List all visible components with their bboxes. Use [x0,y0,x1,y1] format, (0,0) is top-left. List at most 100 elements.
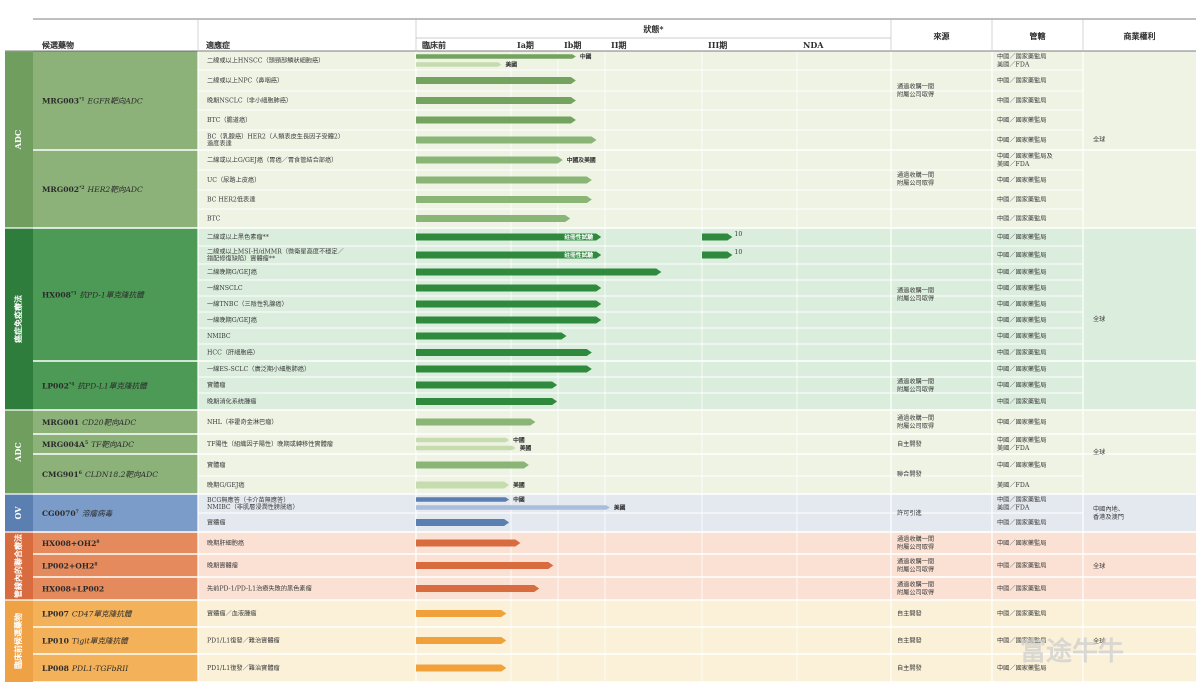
drug-name: CG00707 溶瘤病毒 [42,509,114,518]
indication-text: 晚期NSCLC（非小細胞肺癌） [207,97,292,105]
source-text: 附屬公司取得 [897,91,934,99]
phase-bar [416,445,516,451]
header-phase-4: III期 [708,40,727,50]
jurisdiction-text: 中國／國家藥監局 [997,284,1047,292]
jurisdiction-text: 美國／FDA [997,160,1030,168]
rights-text: 全球 [1093,315,1106,323]
source-text: 附屬公司取得 [897,543,934,551]
indication-text: 二線或以上黑色素瘤** [207,233,269,241]
drug-cell [33,51,198,150]
drug-row-bg [198,51,1083,150]
drug-target: 溶瘤病毒 [82,509,114,518]
drug-name: HX008+OH28 [42,539,100,548]
phase-bar [416,519,510,526]
drug-cell [33,361,198,410]
jurisdiction-text: 中國／國家藥監局 [997,539,1047,547]
jurisdiction-text: 中國／國家藥監局 [997,418,1047,426]
indication-text: HCC（肝細胞癌） [207,349,259,357]
indication-text: 實體瘤 [207,381,226,389]
indication-text: 二線或以上HNSCC（頭頸部鱗狀細胞癌） [207,57,324,65]
indication-text: 二線晚期G/GEJ癌 [207,268,257,276]
rights-cell [1083,51,1196,228]
indication-text: 晚期G/GEJ癌 [207,481,245,489]
phase-bar [416,539,521,547]
drug-name-main: MRG003 [42,97,79,106]
jurisdiction-text: 中國／國家藥監局 [997,461,1047,469]
drug-cell [33,150,198,228]
header-jurisdiction: 管轄 [1030,31,1046,41]
jurisdiction-text: 中國／國家藥監局 [997,77,1047,85]
indication-text: NMIBC（非肌層浸潤性膀胱癌） [207,503,299,511]
rights-cell [1083,532,1196,600]
drug-name-main: HX008+OH2 [42,539,96,548]
jurisdiction-text: 中國／國家藥監局 [997,196,1047,204]
phase-bar-label: 美國 [614,504,626,512]
indication-text: BC（乳腺癌）HER2（人類表皮生長因子受體2） [207,133,344,141]
header-phase-2: Ib期 [564,40,581,50]
header-candidate: 候選藥物 [42,40,74,50]
drug-row-bg [198,654,1083,682]
phase-bar [416,196,592,203]
rights-cell [1083,410,1196,494]
jurisdiction-text: 中國／國家藥監局 [997,496,1047,504]
drug-cell [33,410,198,434]
drug-name: HX008*3 抗PD-1單克隆抗體 [42,291,145,300]
drug-row-bg [198,532,1083,554]
drug-target: CD47單克隆抗體 [72,610,133,619]
indication-text: PD1/L1復發／難治實體瘤 [207,664,280,672]
header-rights: 商業權利 [1124,31,1156,41]
drug-footnote: 8 [96,539,99,545]
source-text: 附屬公司取得 [897,589,934,597]
indication-text: 一線NSCLC [207,284,243,292]
phase-bar [416,437,510,443]
phase-bar [416,505,610,510]
drug-footnote: 5 [85,440,88,446]
category-label: ADC [13,442,23,463]
phase-bar [702,233,733,241]
drug-row-bg [198,454,1083,494]
drug-name-main: CG0070 [42,509,76,518]
header-indication: 適應症 [206,40,230,50]
indication-text: PD1/L1復發／難治實體瘤 [207,637,280,645]
header-phase-0: 臨床前 [422,40,446,50]
source-text: 自主開發 [897,610,922,618]
indication-text: NHL（非霍奇金淋巴瘤） [207,418,278,426]
drug-name: LP002*4 抗PD-L1單克隆抗體 [42,382,148,391]
indication-text: 實體瘤／血液腫瘤 [207,610,257,618]
source-text: 通過收購一間 [897,83,934,91]
category-label: 癌症免疫療法 [13,295,23,343]
rights-text: 香港及澳門 [1093,513,1124,521]
header-bg [33,19,1196,51]
jurisdiction-text: 中國／國家藥監局 [997,97,1047,105]
drug-target: CD20靶向ADC [82,418,136,427]
drug-name: MRG004A5 TF靶向ADC [42,440,134,449]
jurisdiction-text: 中國／國家藥監局及 [997,152,1053,160]
phase-bar [416,664,507,672]
phase-bar [416,562,554,569]
indication-text: 一線ES-SCLC（廣泛期小細胞肺癌） [207,365,310,373]
drug-footnote: *3 [71,291,76,297]
drug-cell [33,434,198,454]
drug-target: EGFR靶向ADC [87,97,143,106]
phase-bar-label: 美國 [506,61,518,69]
source-text: 附屬公司取得 [897,179,934,187]
drug-target: Tigit單克隆抗體 [72,637,129,646]
drug-name-main: LP002+OH2 [42,562,94,571]
drug-name-main: HX008+LP002 [42,585,104,594]
drug-name: LP002+OH28 [42,562,97,571]
category-cell [5,51,33,228]
phase-bar [416,332,567,340]
drug-name: LP007 CD47單克隆抗體 [42,610,133,619]
indication-text: 先前PD-1/PD-L1治療失敗的黑色素瘤 [207,585,312,593]
phase-bar-footnote: 10 [734,231,742,238]
phase-bar-label: 中國 [513,436,525,444]
drug-name-main: CMG901 [42,470,79,479]
jurisdiction-text: 中國／國家藥監局 [997,610,1047,618]
indication-text: 實體瘤 [207,461,226,469]
phase-bar [416,316,602,324]
jurisdiction-text: 中國／國家藥監局 [997,349,1047,357]
drug-row-bg [198,228,1083,361]
jurisdiction-text: 中國／國家藥監局 [997,585,1047,593]
indication-text: 一線晚期G/GEJ癌 [207,316,257,324]
indication-text: UC（尿路上皮癌） [207,176,260,184]
